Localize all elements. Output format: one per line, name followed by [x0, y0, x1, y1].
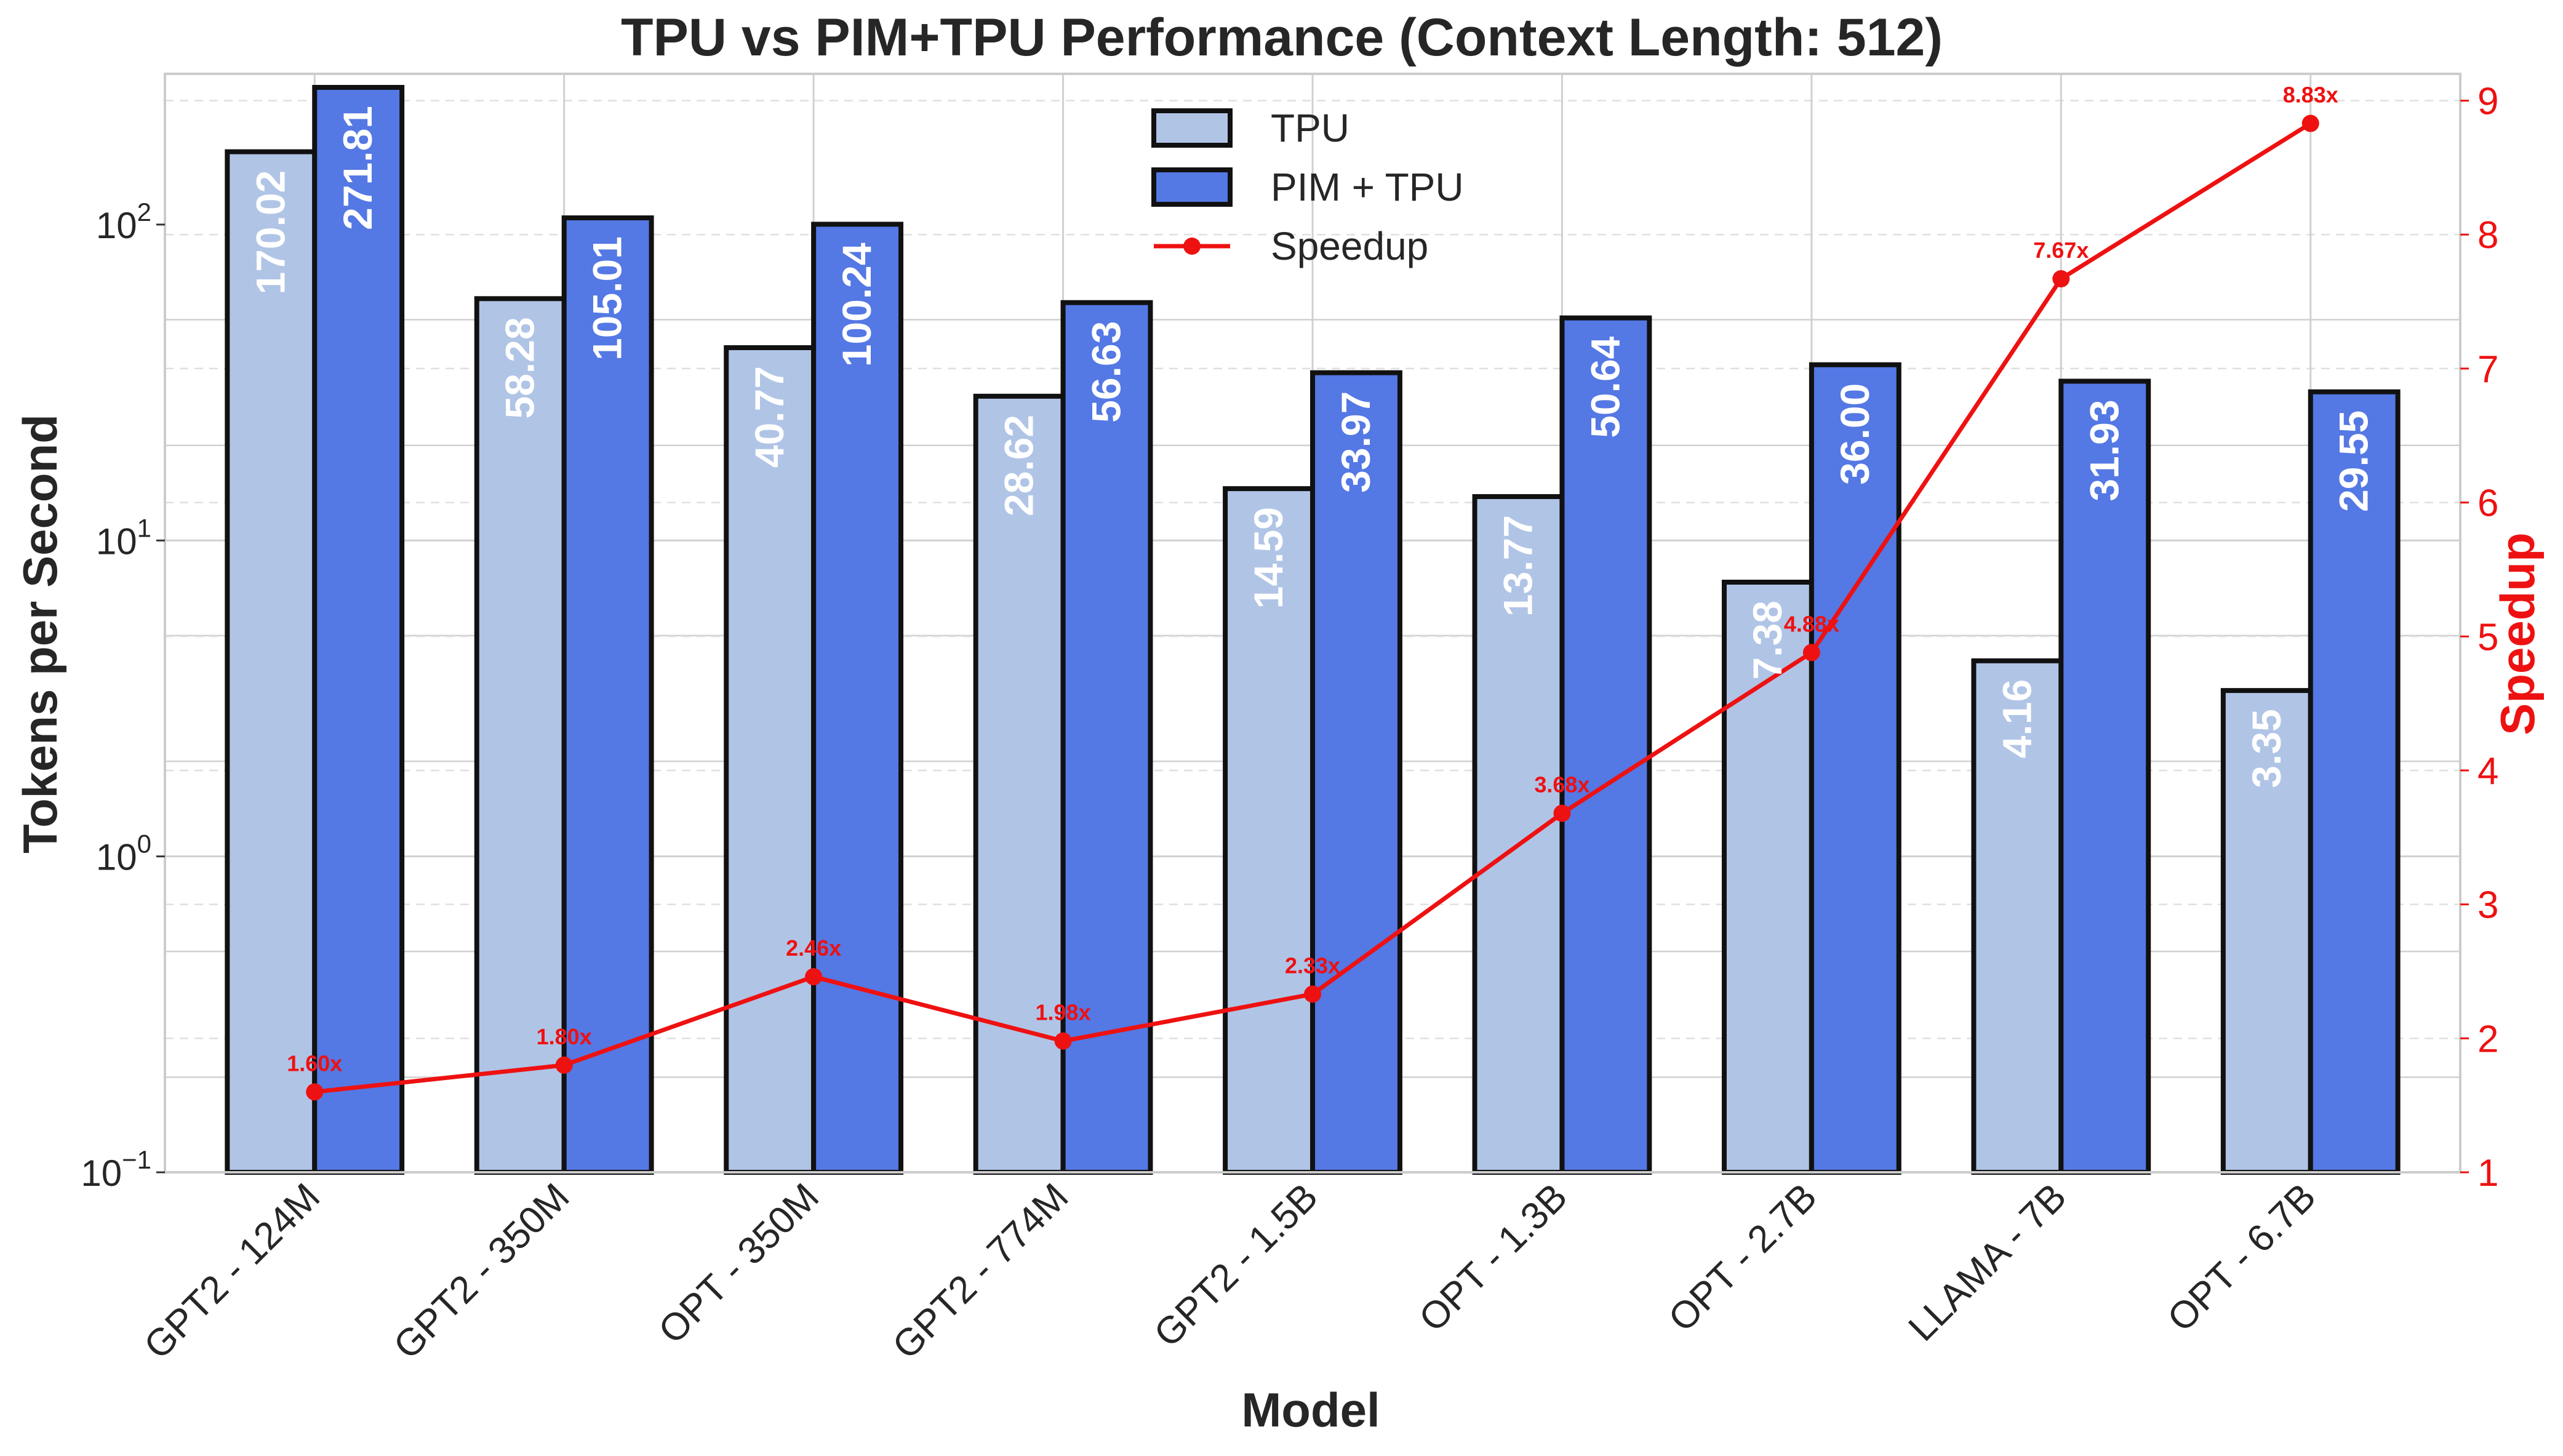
x-tick-label: GPT2 - 124M: [136, 1175, 328, 1367]
speedup-label: 7.67x: [2033, 238, 2089, 263]
speedup-label: 2.33x: [1285, 953, 1340, 978]
y2-axis-title: Speedup: [2490, 532, 2545, 735]
y-axis-title: Tokens per Second: [13, 414, 67, 854]
speedup-label: 4.88x: [1784, 611, 1839, 636]
y2-tick-label: 7: [2477, 348, 2498, 391]
x-tick-label: OPT - 1.3B: [1411, 1175, 1575, 1340]
legend-tpu-label: TPU: [1271, 106, 1349, 150]
speedup-label: 1.98x: [1036, 1000, 1091, 1025]
tpu-value-label: 13.77: [1495, 515, 1540, 617]
speedup-point: [555, 1056, 573, 1074]
tpu-bar: [474, 296, 567, 1175]
legend-speedup-label: Speedup: [1271, 224, 1428, 268]
speedup-label: 2.46x: [786, 935, 841, 961]
speedup-label: 3.68x: [1534, 772, 1589, 798]
legend-tpu-swatch: [1151, 108, 1233, 148]
y2-tick-label: 2: [2477, 1018, 2498, 1060]
tpu-value-label: 3.35: [2244, 709, 2289, 788]
pim-tpu-value-label: 29.55: [2331, 410, 2377, 512]
speedup-point: [1304, 985, 1321, 1003]
tpu-value-label: 14.59: [1246, 507, 1291, 609]
speedup-point: [1802, 644, 1820, 662]
tpu-value-label: 40.77: [746, 366, 792, 468]
pim-tpu-value-label: 105.01: [585, 236, 630, 361]
pim-tpu-bar: [1559, 315, 1652, 1175]
speedup-point: [1553, 804, 1571, 822]
tpu-bar: [225, 149, 318, 1175]
y2-tick-label: 4: [2477, 750, 2498, 793]
y2-tick-label: 9: [2477, 81, 2498, 123]
x-tick-label: OPT - 2.7B: [1660, 1175, 1825, 1340]
tpu-value-label: 28.62: [996, 415, 1042, 516]
x-tick-label: GPT2 - 774M: [885, 1175, 1077, 1367]
chart-title: TPU vs PIM+TPU Performance (Context Leng…: [621, 8, 1943, 67]
tpu-bar: [724, 345, 817, 1175]
pim-tpu-value-label: 31.93: [2081, 399, 2127, 501]
legend-speedup-marker: [1183, 238, 1201, 255]
bars: [225, 85, 2401, 1175]
plot-border: [164, 73, 2461, 1174]
tpu-value-label: 4.16: [1994, 679, 2039, 758]
x-tick-label: GPT2 - 350M: [386, 1175, 578, 1367]
speedup-point: [1054, 1032, 1072, 1050]
tpu-value-label: 58.28: [497, 317, 543, 418]
x-axis-title: Model: [1241, 1383, 1380, 1437]
y2-tick-label: 6: [2477, 482, 2498, 525]
x-tick-label: OPT - 350M: [650, 1175, 827, 1352]
pim-tpu-value-label: 50.64: [1582, 336, 1628, 438]
y2-tick-label: 3: [2477, 884, 2498, 927]
pim-tpu-value-label: 100.24: [834, 242, 879, 367]
y-tick-label: 100: [96, 830, 151, 878]
y-tick-label: 10−1: [81, 1145, 151, 1194]
speedup-label: 8.83x: [2283, 82, 2338, 108]
speedup-line: 1.60x 1.80x 2.46x 1.98x 2.33x 3.68x 4.88x 7.67x…: [287, 82, 2338, 1101]
x-tick-label: GPT2 - 1.5B: [1146, 1175, 1325, 1355]
tpu-bar: [1971, 658, 2064, 1175]
pim-tpu-bar: [561, 215, 654, 1175]
y2-tick-label: 8: [2477, 214, 2498, 257]
tpu-value-label: 7.38: [1745, 601, 1790, 679]
pim-tpu-value-label: 271.81: [335, 106, 380, 230]
legend-pim-tpu-label: PIM + TPU: [1271, 165, 1464, 209]
x-tick-label: OPT - 6.7B: [2159, 1175, 2324, 1340]
speedup-point: [306, 1083, 324, 1101]
pim-tpu-value-label: 56.63: [1084, 321, 1129, 423]
x-tick-label: LLAMA - 7B: [1900, 1175, 2074, 1350]
speedup-label: 1.60x: [287, 1050, 342, 1076]
y2-tick-label: 1: [2477, 1152, 2498, 1194]
pim-tpu-bar: [1060, 300, 1153, 1175]
pim-tpu-value-label: 36.00: [1832, 383, 1877, 485]
pim-tpu-bar: [1809, 362, 1901, 1175]
y2-tick-label: 5: [2477, 616, 2498, 658]
y-tick-label: 101: [96, 513, 151, 562]
pim-tpu-bar: [312, 85, 405, 1175]
legend: TPU PIM + TPU Speedup: [1151, 106, 1464, 268]
speedup-point: [805, 968, 823, 986]
plot-frame: [164, 73, 2461, 1174]
legend-pim-tpu-swatch: [1151, 167, 1233, 207]
pim-tpu-value-label: 33.97: [1333, 391, 1378, 493]
tpu-value-label: 170.02: [247, 170, 293, 295]
speedup-label: 1.80x: [537, 1024, 592, 1049]
data-labels: 170.02 58.28 40.77 28.62 14.59 13.77 7.38 4.16 3…: [247, 106, 2376, 788]
speedup-point: [2301, 114, 2319, 132]
speedup-point: [2052, 270, 2070, 288]
y-tick-label: 102: [96, 198, 151, 246]
pim-tpu-bar: [1310, 370, 1402, 1175]
pim-tpu-bar: [811, 222, 904, 1175]
